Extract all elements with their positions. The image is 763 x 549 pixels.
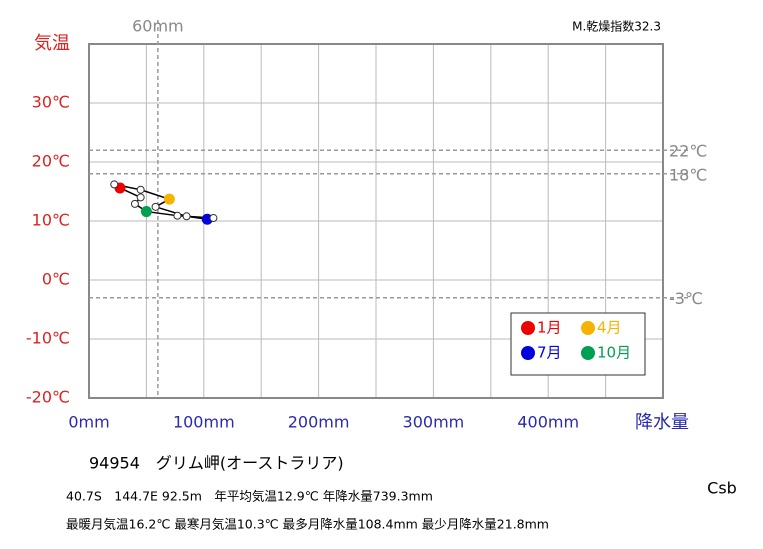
reference-label: 22℃ [669,142,707,161]
reference-label: -3℃ [669,289,703,308]
chart-title: 94954 グリム岬(オーストラリア) [89,454,344,473]
data-point [163,193,175,205]
y-tick-label: -20℃ [26,388,70,407]
x-axis-label: 降水量 [635,412,689,433]
data-point [130,199,139,208]
info-line: 40.7S 144.7E 92.5m 年平均気温12.9℃ 年降水量739.3m… [66,489,433,504]
x-tick-label: 100mm [173,413,235,432]
legend-marker [521,346,535,360]
legend-marker [521,321,535,335]
legend-label: 4月 [597,319,622,337]
reference-label: 60mm [132,17,184,36]
x-tick-label: 400mm [517,413,579,432]
data-point [182,212,191,221]
x-tick-label: 0mm [68,413,109,432]
data-point [136,185,145,194]
y-tick-label: 30℃ [32,93,70,112]
climate-class: Csb [707,479,737,498]
legend-label: 10月 [597,344,631,362]
data-point [151,202,160,211]
data-point [140,206,152,218]
data-point [209,214,218,223]
y-tick-label: 0℃ [42,270,70,289]
y-tick-label: 20℃ [32,152,70,171]
legend-label: 1月 [537,319,562,337]
y-tick-label: 10℃ [32,211,70,230]
data-point [110,180,119,189]
plot-frame [88,43,664,399]
legend-marker [581,346,595,360]
data-point [173,211,182,220]
info-line: 最暖月気温16.2℃ 最寒月気温10.3℃ 最多月降水量108.4mm 最少月降… [66,517,549,532]
y-tick-label: -10℃ [26,329,70,348]
y-axis-label: 気温 [34,33,70,54]
x-tick-label: 300mm [403,413,465,432]
data-point [136,193,145,202]
legend-label: 7月 [537,344,562,362]
data-segment [155,206,187,217]
legend-box [510,312,646,376]
dryness-index: M.乾燥指数32.3 [572,19,661,34]
x-tick-label: 200mm [288,413,350,432]
legend-marker [581,321,595,335]
reference-label: 18℃ [669,165,707,184]
